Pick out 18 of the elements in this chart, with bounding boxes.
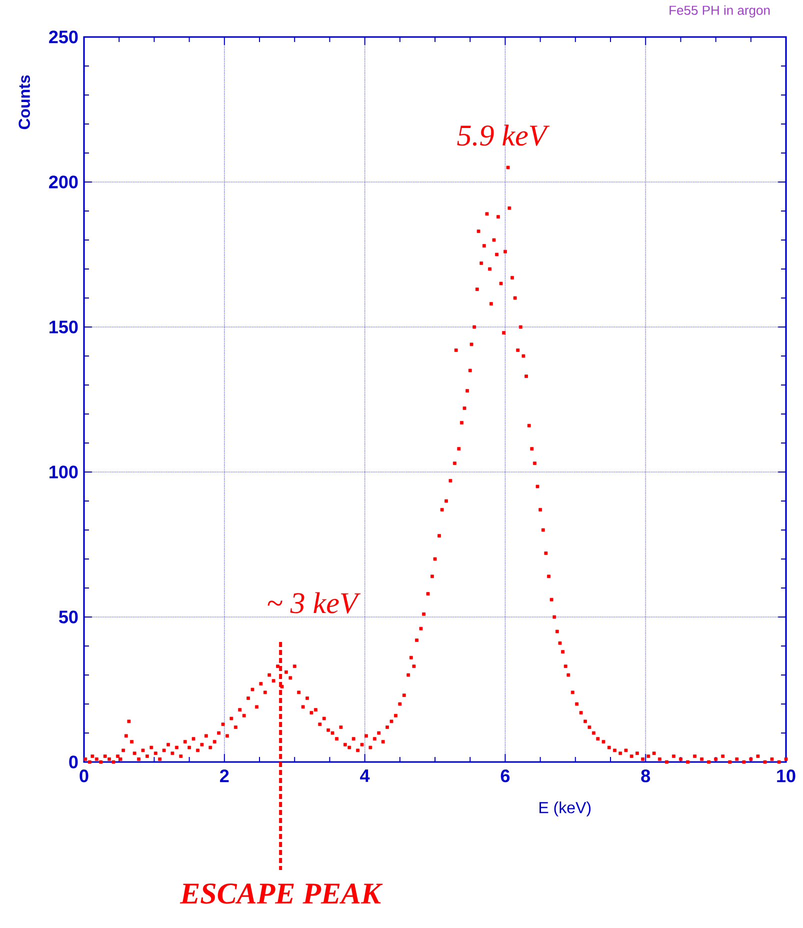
annotation: ~ 3 keV xyxy=(268,592,361,614)
y-tick-label: 0 xyxy=(69,756,78,768)
y-tick-label: 200 xyxy=(49,176,78,188)
y-axis-title: Counts xyxy=(18,75,30,130)
y-tick-label: 50 xyxy=(58,610,78,624)
y-tick-label: 150 xyxy=(50,320,78,334)
x-tick-label: 2 xyxy=(220,770,229,782)
y-tick-label: 100 xyxy=(50,466,78,478)
y-tick-label: 250 xyxy=(49,30,78,44)
x-axis-title: E (keV) xyxy=(540,802,591,816)
x-tick-label: 8 xyxy=(641,770,650,782)
x-tick-label: 0 xyxy=(80,770,88,782)
x-tick-label: 10 xyxy=(777,770,796,782)
x-tick-label: 6 xyxy=(500,770,510,782)
x-tick-label: 4 xyxy=(360,770,370,782)
annotation: 5.9 keV xyxy=(457,124,550,146)
ref-line-label: ESCAPE PEAK xyxy=(180,884,383,904)
chart-title: Fe55 PH in argon xyxy=(670,5,770,18)
